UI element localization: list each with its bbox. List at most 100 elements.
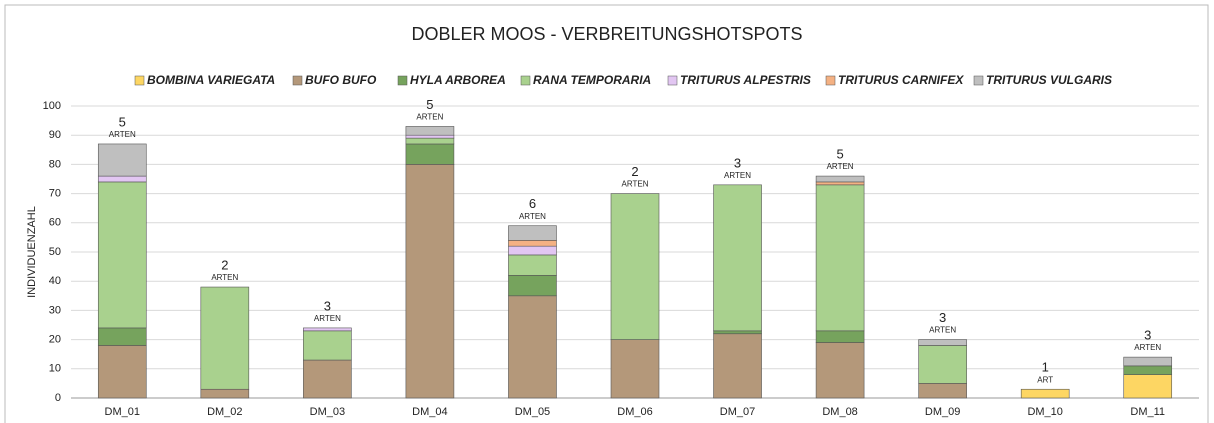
- bar-segment: [405, 143, 455, 165]
- y-tick-label: 70: [49, 188, 61, 200]
- bar-segment: [405, 126, 455, 136]
- y-axis-label: INDIVIDUENZAHL: [26, 206, 38, 298]
- bar-segment: [918, 339, 967, 346]
- bar-segment: [508, 225, 557, 241]
- annotation-unit: ARTEN: [1134, 343, 1161, 352]
- y-tick-label: 20: [49, 334, 61, 346]
- bar-segment: [97, 143, 147, 177]
- bar-segment: [1123, 365, 1173, 375]
- annotation-unit: ARTEN: [827, 162, 854, 171]
- bar-segment: [1020, 388, 1070, 399]
- bar-segment: [713, 333, 762, 399]
- y-tick-label: 100: [43, 100, 61, 112]
- annotation-count: 5: [426, 97, 433, 112]
- y-tick-label: 30: [49, 304, 61, 316]
- bar-segment: [97, 181, 147, 329]
- y-tick-label: 10: [49, 363, 61, 375]
- x-tick-label: DM_02: [207, 406, 242, 418]
- annotation-count: 3: [1144, 328, 1151, 343]
- x-tick-label: DM_05: [515, 406, 550, 418]
- annotation-count: 3: [939, 310, 946, 325]
- x-tick-label: DM_01: [105, 406, 140, 418]
- bar-segment: [918, 383, 967, 399]
- annotation-count: 6: [529, 196, 536, 211]
- chart-frame: [4, 4, 1209, 423]
- annotation-unit: ARTEN: [314, 314, 341, 323]
- x-tick-label: DM_03: [310, 406, 345, 418]
- legend-swatch: [520, 75, 531, 86]
- legend-label: BOMBINA VARIEGATA: [147, 73, 275, 87]
- annotation-count: 1: [1042, 360, 1049, 375]
- legend-label: HYLA ARBOREA: [410, 73, 506, 87]
- bar-segment: [97, 345, 147, 399]
- bar-segment: [303, 330, 352, 361]
- bar-segment: [303, 359, 352, 399]
- legend-swatch: [825, 75, 836, 86]
- bar-segment: [713, 330, 762, 335]
- bar-segment: [405, 134, 455, 139]
- bar-segment: [610, 193, 660, 340]
- x-tick-label: DM_07: [720, 406, 755, 418]
- y-tick-label: 40: [49, 275, 61, 287]
- bar-segment: [97, 175, 147, 183]
- annotation-unit: ARTEN: [929, 326, 956, 335]
- annotation-unit: ARTEN: [416, 113, 443, 122]
- x-tick-label: DM_06: [617, 406, 652, 418]
- bar-segment: [1123, 356, 1173, 367]
- bar-segment: [815, 175, 865, 183]
- bar-segment: [815, 342, 865, 399]
- y-tick-label: 80: [49, 158, 61, 170]
- annotation-count: 3: [324, 298, 331, 313]
- annotation-unit: ARTEN: [622, 180, 649, 189]
- bar-segment: [303, 327, 352, 332]
- bar-segment: [610, 339, 660, 399]
- annotation-count: 3: [734, 155, 741, 170]
- bar-segment: [405, 137, 455, 145]
- bar-segment: [1123, 374, 1173, 399]
- bar-segment: [405, 164, 455, 399]
- legend-swatch: [397, 75, 408, 86]
- legend-swatch: [667, 75, 678, 86]
- bar-segment: [815, 184, 865, 332]
- bar-segment: [815, 330, 865, 343]
- legend-swatch: [292, 75, 303, 86]
- x-tick-label: DM_09: [925, 406, 960, 418]
- legend-label: BUFO BUFO: [305, 73, 377, 87]
- bar-segment: [508, 254, 557, 276]
- annotation-count: 5: [119, 114, 126, 129]
- bar-segment: [508, 275, 557, 297]
- legend-swatch: [134, 75, 145, 86]
- bar-segment: [97, 327, 147, 346]
- x-tick-label: DM_11: [1130, 406, 1165, 418]
- y-tick-label: 50: [49, 246, 61, 258]
- annotation-unit: ARTEN: [724, 171, 751, 180]
- bar-segment: [508, 240, 557, 247]
- bar-segment: [815, 181, 865, 186]
- legend-label: TRITURUS VULGARIS: [986, 73, 1112, 87]
- legend-label: RANA TEMPORARIA: [533, 73, 651, 87]
- x-tick-label: DM_04: [412, 406, 447, 418]
- annotation-count: 2: [631, 164, 638, 179]
- y-tick-label: 90: [49, 129, 61, 141]
- annotation-unit: ART: [1037, 375, 1053, 384]
- annotation-unit: ARTEN: [519, 212, 546, 221]
- bar-segment: [918, 345, 967, 384]
- bar-segment: [713, 184, 762, 332]
- annotation-count: 2: [221, 257, 228, 272]
- y-tick-label: 60: [49, 217, 61, 229]
- x-tick-label: DM_08: [822, 406, 857, 418]
- legend-swatch: [973, 75, 984, 86]
- bar-segment: [200, 388, 250, 399]
- annotation-unit: ARTEN: [109, 130, 136, 139]
- x-tick-label: DM_10: [1027, 406, 1062, 418]
- legend-label: TRITURUS CARNIFEX: [838, 73, 964, 87]
- annotation-count: 5: [836, 147, 843, 162]
- legend-label: TRITURUS ALPESTRIS: [680, 73, 811, 87]
- y-tick-label: 0: [55, 392, 61, 404]
- bar-segment: [200, 286, 250, 390]
- bar-segment: [508, 295, 557, 399]
- bar-segment: [508, 245, 557, 256]
- annotation-unit: ARTEN: [211, 273, 238, 282]
- chart-title: DOBLER MOOS - VERBREITUNGSHOTSPOTS: [411, 24, 802, 44]
